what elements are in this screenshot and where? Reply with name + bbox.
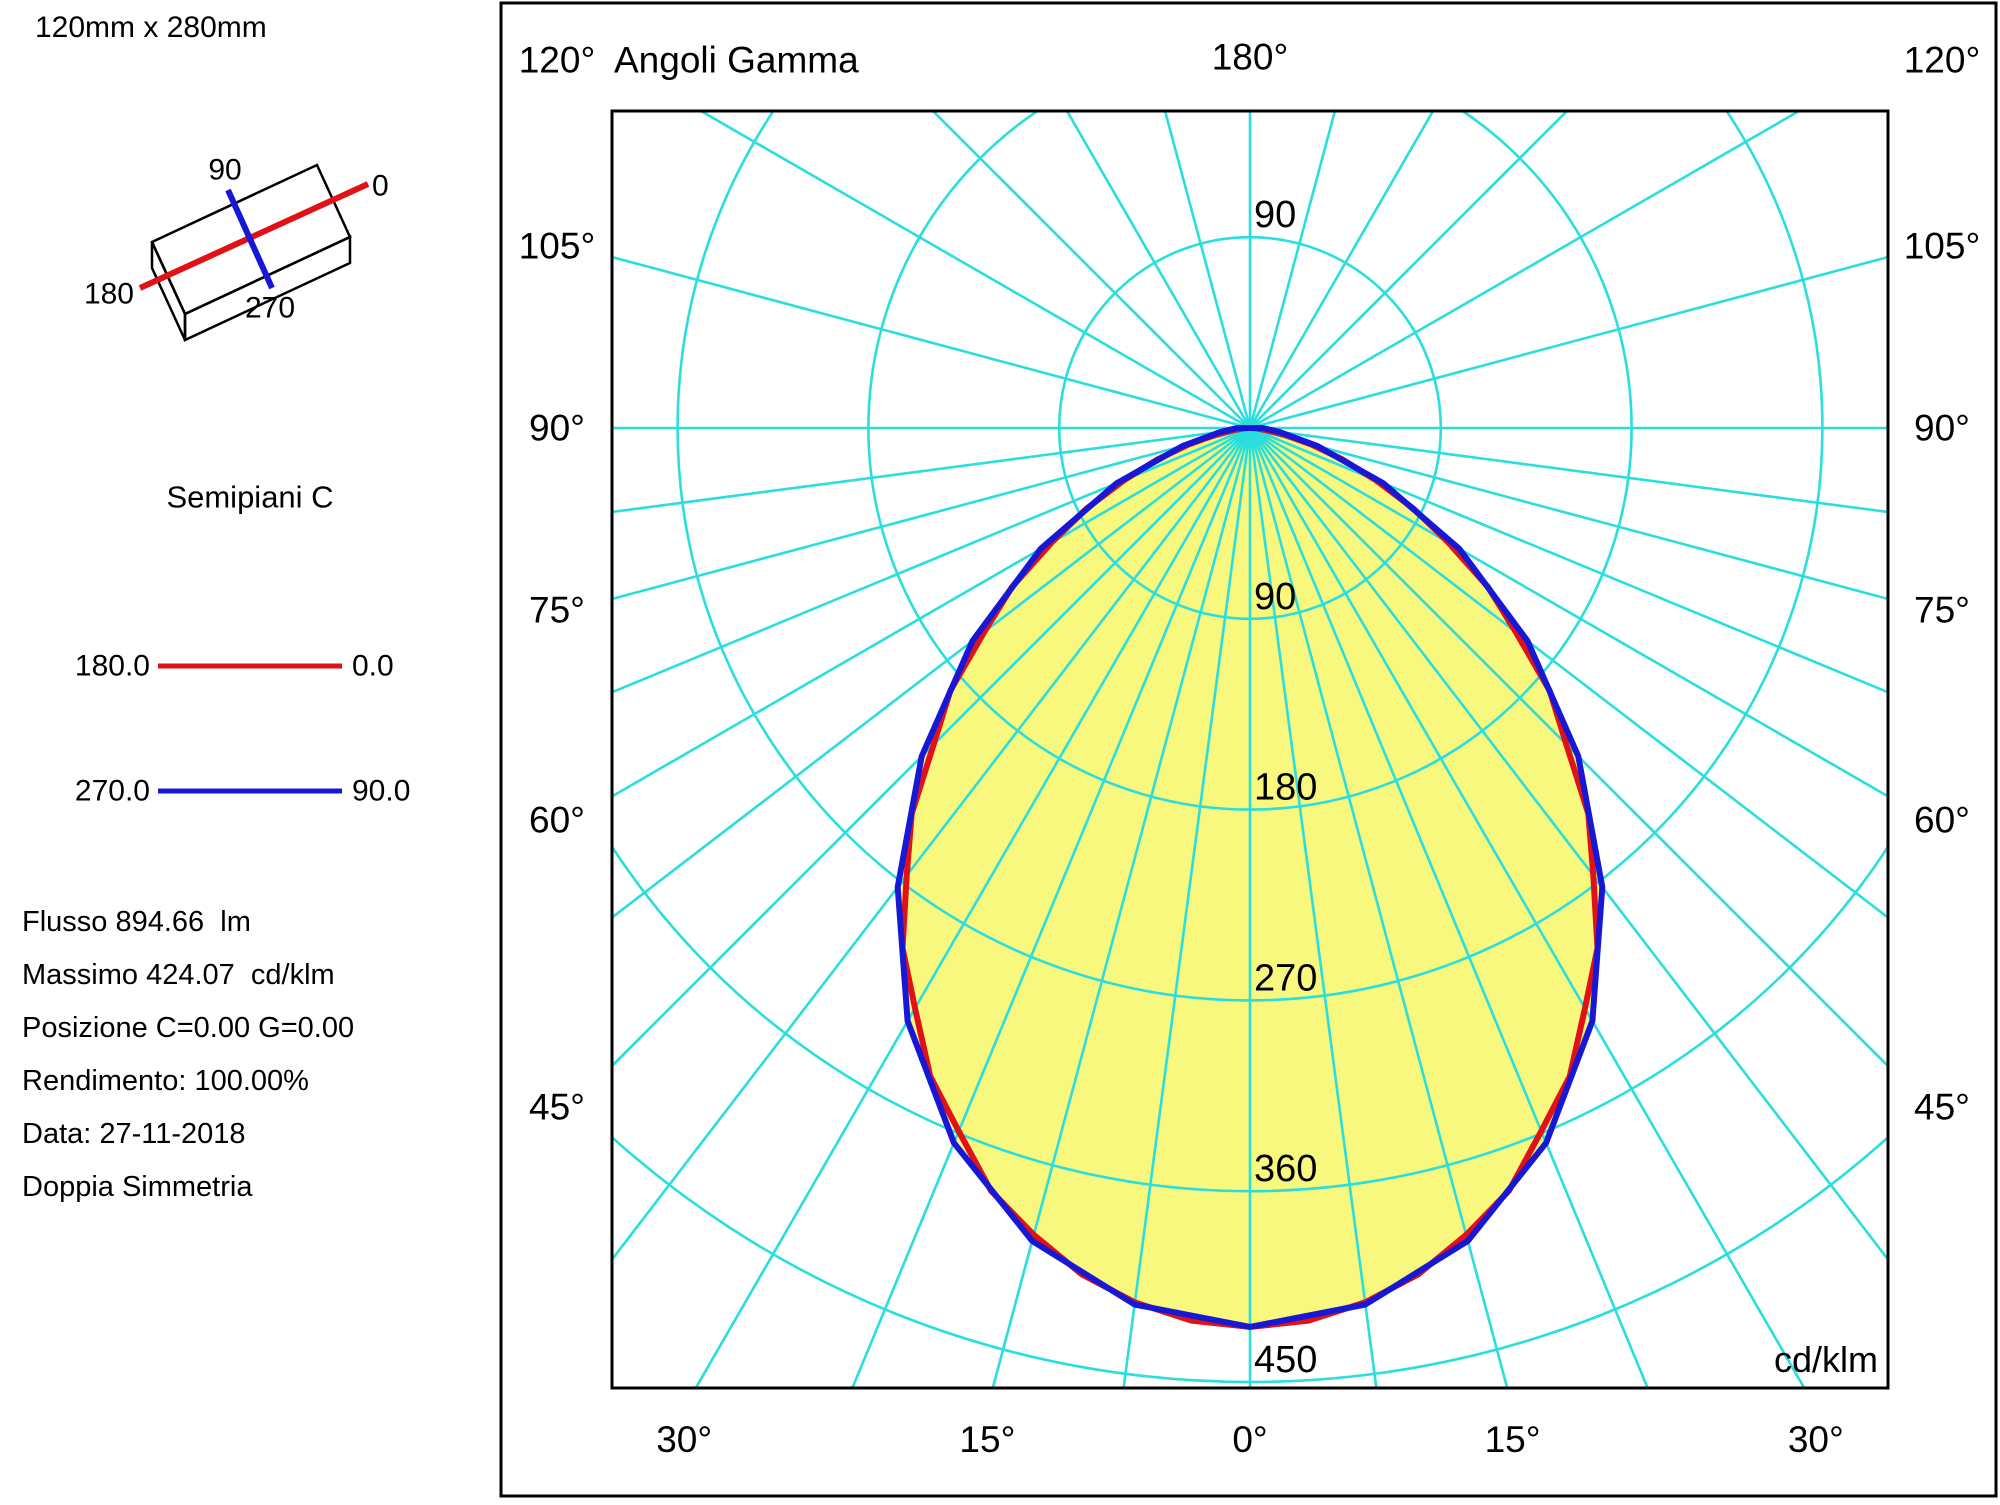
gamma-ray-30-right (1248, 427, 1806, 1388)
radial-ring-90 (1057, 235, 1443, 621)
gamma-ray-165-left (1163, 111, 1252, 429)
semipiani-title: Semipiani C (166, 480, 333, 515)
gamma-label-bottom-4-30: 30° (1788, 1419, 1844, 1460)
box-front-face (183, 235, 352, 342)
gamma-ray-52.5-left (612, 426, 1251, 920)
gamma-ray-7.5-right (1248, 427, 1378, 1388)
axis-label-0: 0 (372, 170, 389, 203)
gamma-ray-22.5-left (850, 427, 1252, 1388)
axis-label-270: 270 (245, 292, 295, 325)
gamma-label-right-120: 120° (1904, 40, 1981, 81)
max-intensity-value: Massimo 424.07 cd/klm (22, 959, 335, 991)
gamma-ray-45-right (1249, 427, 1888, 1068)
gamma-ray-52.5-right (1249, 426, 1888, 920)
radial-tick-label-270: 270 (1254, 957, 1317, 999)
curve-c90-c270 (894, 425, 1606, 1330)
gamma-ray-82.5-left (612, 426, 1251, 514)
max-position-value: Posizione C=0.00 G=0.00 (22, 1012, 354, 1044)
gamma-label-left-120: 120° (519, 40, 596, 81)
gamma-ray-22.5-right (1248, 427, 1650, 1388)
gamma-ray-105-left (612, 255, 1251, 430)
gamma-ray-60-left (612, 426, 1251, 798)
gamma-label-right-75: 75° (1914, 589, 1970, 630)
date-value: Data: 27-11-2018 (22, 1118, 246, 1150)
c0-c180-axis-line (138, 181, 370, 291)
luminaire-dimensions-label: 120mm x 280mm (35, 11, 267, 44)
radial-ring-360 (612, 844, 1888, 1193)
radial-tick-label-360: 360 (1254, 1148, 1317, 1190)
efficiency-value: Rendimento: 100.00% (22, 1065, 309, 1097)
axis-label-90: 90 (208, 154, 241, 187)
radial-tick-label-upper-90: 90 (1254, 194, 1296, 236)
gamma-label-left-45: 45° (529, 1087, 585, 1128)
outer-frame (499, 1, 1998, 1498)
gamma-ray-45-left (612, 427, 1251, 1068)
gamma-label-bottom-2-0: 0° (1232, 1419, 1267, 1460)
gamma-label-right-45: 45° (1914, 1087, 1970, 1128)
gamma-ray-120-left (698, 111, 1251, 430)
legend-c270-label: 270.0 (75, 775, 150, 808)
plot-frame (610, 109, 1890, 1390)
gamma-ray-165-right (1248, 111, 1337, 429)
gamma-ray-135-right (1249, 111, 1569, 429)
legend-c180-label: 180.0 (75, 650, 150, 683)
gamma-ray-135-left (931, 111, 1251, 429)
gamma-label-right-105: 105° (1904, 226, 1981, 267)
gamma-ray-37.5-right (1248, 427, 1888, 1262)
box-left-face (150, 241, 187, 341)
gamma-ray-60-right (1249, 426, 1888, 798)
radial-ring-270 (676, 111, 1824, 1002)
gamma-label-bottom-3-15: 15° (1485, 1419, 1541, 1460)
gamma-ray-37.5-left (612, 427, 1252, 1262)
luminaire-orientation-diagram: 90 0 180 270 (84, 154, 389, 342)
photometric-summary: Flusso 894.66 lm Massimo 424.07 cd/klm P… (22, 906, 354, 1203)
gamma-ray-7.5-left (1122, 427, 1252, 1388)
gamma-ray-15-left (991, 427, 1252, 1388)
chart-title: Angoli Gamma (614, 40, 859, 81)
gamma-ray-67.5-right (1249, 426, 1888, 694)
radial-ring-180 (867, 111, 1633, 811)
gamma-ray-75-right (1249, 426, 1888, 601)
plane-legend: 180.0 0.0 270.0 90.0 (75, 650, 410, 808)
gamma-label-right-90: 90° (1914, 408, 1970, 449)
gamma-label-left-105: 105° (519, 226, 596, 267)
axis-label-180: 180 (84, 278, 134, 311)
gamma-ray-15-right (1248, 427, 1509, 1388)
gamma-ray-75-left (612, 426, 1251, 601)
radial-tick-label-90: 90 (1254, 576, 1296, 618)
gamma-ray-30-left (694, 427, 1252, 1388)
gamma-ray-150-left (1065, 111, 1252, 429)
gamma-label-bottom-1-15: 15° (959, 1419, 1015, 1460)
gamma-label-left-90: 90° (529, 408, 585, 449)
c90-c270-axis-line (225, 188, 275, 290)
gamma-label-bottom-0-30: 30° (656, 1419, 712, 1460)
gamma-label-left-75: 75° (529, 589, 585, 630)
gamma-label-left-60: 60° (529, 800, 585, 841)
symmetry-value: Doppia Simmetria (22, 1171, 253, 1203)
legend-c0-label: 0.0 (352, 650, 394, 683)
gamma-ray-150-right (1248, 111, 1435, 429)
gamma-ray-82.5-right (1249, 426, 1888, 514)
gamma-ray-67.5-left (612, 426, 1251, 694)
unit-label: cd/klm (1774, 1339, 1878, 1380)
radial-tick-label-180: 180 (1254, 767, 1317, 809)
gamma-ray-120-right (1249, 111, 1802, 430)
gamma-ray-105-right (1249, 255, 1888, 430)
flux-value: Flusso 894.66 lm (22, 906, 251, 938)
radial-tick-label-450: 450 (1254, 1339, 1317, 1381)
top-gamma-label-180: 180° (1212, 37, 1289, 78)
radial-ring-450 (612, 1135, 1888, 1384)
legend-c90-label: 90.0 (352, 775, 410, 808)
axis-labels: 120° 120° 105° 105° 90° 90° 75° 75° 60° 60° 45° 45°… (519, 40, 1981, 1461)
gamma-label-right-60: 60° (1914, 800, 1970, 841)
